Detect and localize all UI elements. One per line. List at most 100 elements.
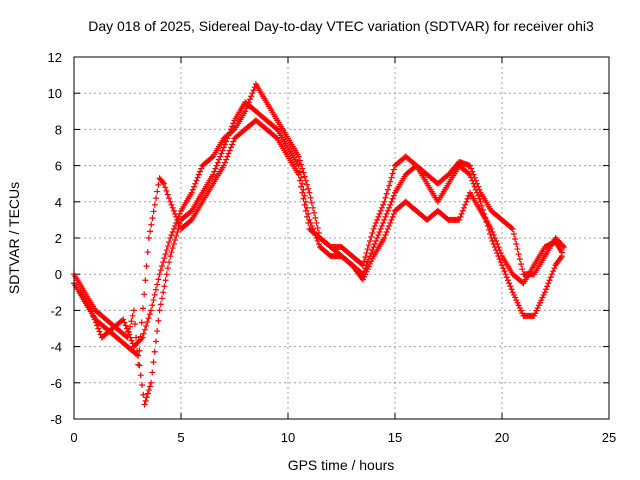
data-point [477, 198, 484, 205]
data-point [469, 168, 476, 175]
chart-title: Day 018 of 2025, Sidereal Day-to-day VTE… [88, 18, 594, 34]
data-point [465, 170, 472, 177]
data-point [305, 185, 312, 192]
data-point [218, 150, 225, 157]
data-point [141, 326, 148, 333]
data-point [390, 210, 397, 217]
data-point [151, 348, 158, 355]
data-point [380, 219, 387, 226]
data-point [365, 263, 372, 270]
data-point [208, 154, 215, 161]
data-point [139, 334, 146, 341]
x-tick-label: 10 [281, 430, 295, 445]
data-point [551, 265, 558, 272]
data-point [122, 322, 129, 329]
data-point [242, 108, 249, 115]
y-tick-label: 10 [48, 86, 62, 101]
data-point [458, 210, 465, 217]
data-point [138, 335, 145, 342]
data-point [376, 228, 383, 235]
data-point [295, 171, 302, 178]
data-point [510, 230, 517, 237]
data-point [460, 204, 467, 211]
data-point [245, 99, 252, 106]
data-point [363, 250, 370, 257]
data-point [250, 87, 257, 94]
data-point [301, 173, 308, 180]
data-point [457, 213, 464, 220]
data-point [126, 331, 133, 338]
data-point [368, 233, 375, 240]
data-point [300, 195, 307, 202]
data-point [173, 232, 180, 239]
data-point [176, 210, 183, 217]
data-point [142, 397, 149, 404]
data-point [495, 244, 502, 251]
x-axis-label: GPS time / hours [288, 457, 395, 473]
y-tick-label: 4 [55, 195, 62, 210]
data-point [151, 201, 158, 208]
data-point [175, 213, 182, 220]
data-point [388, 174, 395, 181]
y-tick-label: 12 [48, 50, 62, 65]
data-point [156, 307, 163, 314]
data-point [220, 144, 227, 151]
data-point [170, 241, 177, 248]
data-point [478, 202, 485, 209]
data-point [382, 231, 389, 238]
data-point [120, 316, 127, 323]
data-point [168, 201, 175, 208]
data-point [372, 219, 379, 226]
data-point [249, 90, 256, 97]
data-point [518, 307, 525, 314]
data-point [217, 153, 224, 160]
data-point [164, 191, 171, 198]
data-point [299, 189, 306, 196]
data-point [387, 178, 394, 185]
data-point [502, 271, 509, 278]
data-point [139, 305, 146, 312]
data-point [212, 165, 219, 172]
data-point [153, 195, 160, 202]
data-point [135, 361, 142, 368]
data-point [496, 256, 503, 263]
data-point [149, 369, 156, 376]
data-point [128, 337, 135, 344]
data-point [503, 274, 510, 281]
data-point [509, 289, 516, 296]
data-point [164, 243, 171, 250]
data-point [166, 239, 173, 246]
data-point [362, 271, 369, 278]
data-point [510, 291, 517, 298]
data-point [314, 224, 321, 231]
data-point [375, 213, 382, 220]
data-point [513, 241, 520, 248]
data-point [494, 241, 501, 248]
data-point [143, 322, 150, 329]
data-point [160, 289, 167, 296]
data-point [468, 165, 475, 172]
data-point [507, 283, 514, 290]
data-point [475, 192, 482, 199]
data-point [221, 159, 228, 166]
data-point [95, 325, 102, 332]
data-point [509, 225, 516, 232]
data-point [314, 238, 321, 245]
data-point [166, 259, 173, 266]
data-point [380, 201, 387, 208]
data-point [306, 216, 313, 223]
data-point [163, 271, 170, 278]
data-point [364, 246, 371, 253]
data-point [378, 222, 385, 229]
data-point [489, 228, 496, 235]
data-point [359, 276, 366, 283]
data-point [368, 258, 375, 265]
data-point [508, 286, 515, 293]
data-point [304, 181, 311, 188]
data-point [226, 147, 233, 154]
data-point [545, 280, 552, 287]
data-point [315, 229, 322, 236]
data-point [157, 267, 164, 274]
x-tick-label: 0 [70, 430, 77, 445]
data-point [538, 297, 545, 304]
